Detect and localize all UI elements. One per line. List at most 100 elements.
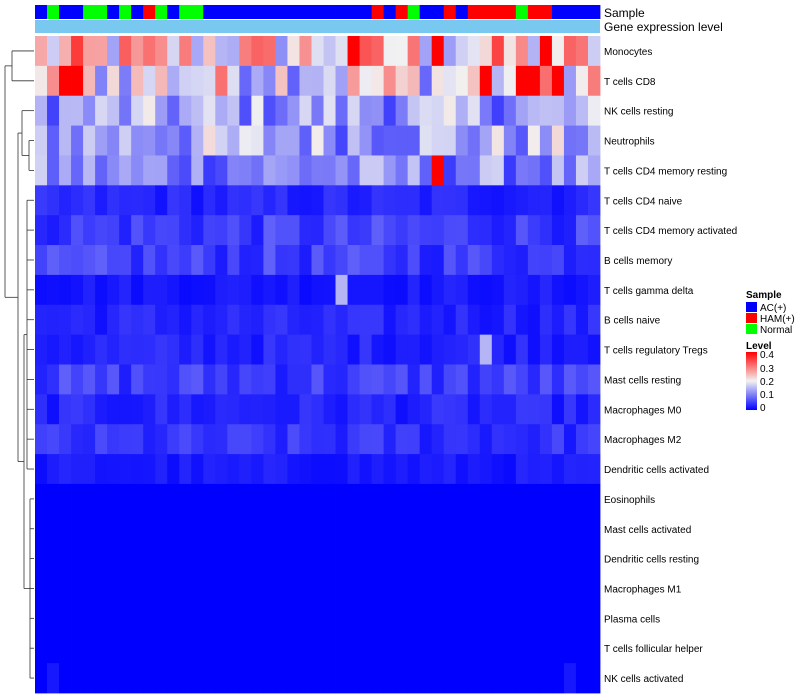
sample-cell: [191, 5, 204, 19]
legend-label-ham: HAM(+): [760, 314, 795, 325]
heatmap-cell: [563, 513, 577, 545]
heatmap-cell: [395, 304, 409, 336]
heatmap-cell: [167, 454, 180, 485]
heatmap-cell: [191, 424, 204, 455]
heatmap-cell: [371, 274, 385, 306]
heatmap-cell: [119, 304, 132, 336]
heatmap-cell: [347, 215, 360, 246]
heatmap-cell: [551, 483, 565, 515]
heatmap-cell: [455, 603, 469, 634]
heatmap-cell: [395, 364, 409, 395]
level-tick-0-3: 0.3: [760, 364, 774, 375]
heatmap-cell: [59, 125, 72, 156]
heatmap-cell: [359, 483, 372, 515]
heatmap-cell: [527, 573, 541, 604]
heatmap-cell: [587, 36, 601, 67]
heatmap-cell: [275, 65, 288, 97]
heatmap-cell: [179, 215, 192, 246]
heatmap-cell: [131, 65, 144, 97]
heatmap-cell: [335, 334, 348, 365]
heatmap-cell: [95, 573, 108, 604]
heatmap-cell: [203, 245, 216, 276]
heatmap-cell: [575, 603, 589, 634]
heatmap-cell: [563, 424, 577, 455]
heatmap-cell: [179, 274, 192, 306]
heatmap-cell: [155, 334, 168, 365]
heatmap-cell: [587, 364, 601, 395]
heatmap-cell: [503, 513, 517, 545]
heatmap-cell: [551, 364, 565, 395]
heatmap-cell: [275, 155, 288, 186]
heatmap-cell: [443, 573, 457, 604]
heatmap-cell: [323, 304, 336, 336]
heatmap-cell: [515, 304, 529, 336]
heatmap-cell: [155, 573, 168, 604]
sample-cell: [251, 5, 264, 19]
sample-cell: [83, 5, 96, 19]
heatmap-cell: [167, 245, 180, 276]
heatmap-cell: [263, 424, 276, 455]
heatmap-cell: [359, 95, 372, 126]
heatmap-cell: [443, 125, 457, 156]
heatmap-cell: [335, 513, 348, 545]
heatmap-cell: [47, 394, 60, 425]
heatmap-cell: [395, 483, 409, 515]
heatmap-cell: [263, 155, 276, 186]
heatmap-cell: [359, 65, 372, 97]
heatmap-cell: [95, 633, 108, 664]
heatmap-cell: [347, 125, 360, 156]
heatmap-cell: [203, 155, 216, 186]
heatmap-cell: [587, 603, 601, 634]
heatmap-cell: [527, 155, 541, 186]
heatmap-cell: [467, 483, 481, 515]
heatmap-cell: [275, 513, 288, 545]
heatmap-cell: [371, 603, 385, 634]
heatmap-cell: [563, 304, 577, 336]
heatmap-cell: [479, 36, 493, 67]
heatmap-cell: [455, 394, 469, 425]
heatmap-cell: [131, 424, 144, 455]
heatmap-cell: [239, 573, 252, 604]
heatmap-cell: [203, 603, 216, 634]
heatmap-cell: [35, 36, 48, 67]
heatmap-cell: [467, 304, 481, 336]
heatmap-cell: [251, 543, 264, 574]
heatmap-cell: [467, 394, 481, 425]
heatmap-cell: [215, 215, 228, 246]
heatmap-cell: [131, 334, 144, 365]
heatmap-cell: [539, 603, 553, 634]
sample-cell: [467, 5, 481, 19]
heatmap-cell: [215, 394, 228, 425]
heatmap-cell: [287, 95, 300, 126]
heatmap-cell: [575, 483, 589, 515]
heatmap-cell: [215, 125, 228, 156]
heatmap-cell: [215, 185, 228, 216]
heatmap-cell: [539, 513, 553, 545]
heatmap-cell: [371, 125, 385, 156]
heatmap-cell: [503, 36, 517, 67]
heatmap-cell: [71, 245, 84, 276]
heatmap-cell: [323, 394, 336, 425]
heatmap-cell: [479, 274, 493, 306]
heatmap-cell: [383, 394, 397, 425]
heatmap-cell: [467, 215, 481, 246]
heatmap-cell: [371, 185, 385, 216]
heatmap-cell: [299, 36, 312, 67]
heatmap-cell: [203, 364, 216, 395]
heatmap-cell: [119, 573, 132, 604]
heatmap-cell: [203, 424, 216, 455]
heatmap-cell: [215, 155, 228, 186]
heatmap-cell: [455, 543, 469, 574]
heatmap-cell: [83, 95, 96, 126]
heatmap-cell: [191, 543, 204, 574]
heatmap-cell: [455, 215, 469, 246]
heatmap-cell: [143, 394, 156, 425]
heatmap-cell: [287, 65, 300, 97]
heatmap-cell: [347, 454, 360, 485]
heatmap-cell: [311, 454, 324, 485]
heatmap-cell: [167, 633, 180, 664]
heatmap-cell: [335, 633, 348, 664]
heatmap-cell: [371, 573, 385, 604]
heatmap-cell: [203, 65, 216, 97]
heatmap-cell: [215, 304, 228, 336]
